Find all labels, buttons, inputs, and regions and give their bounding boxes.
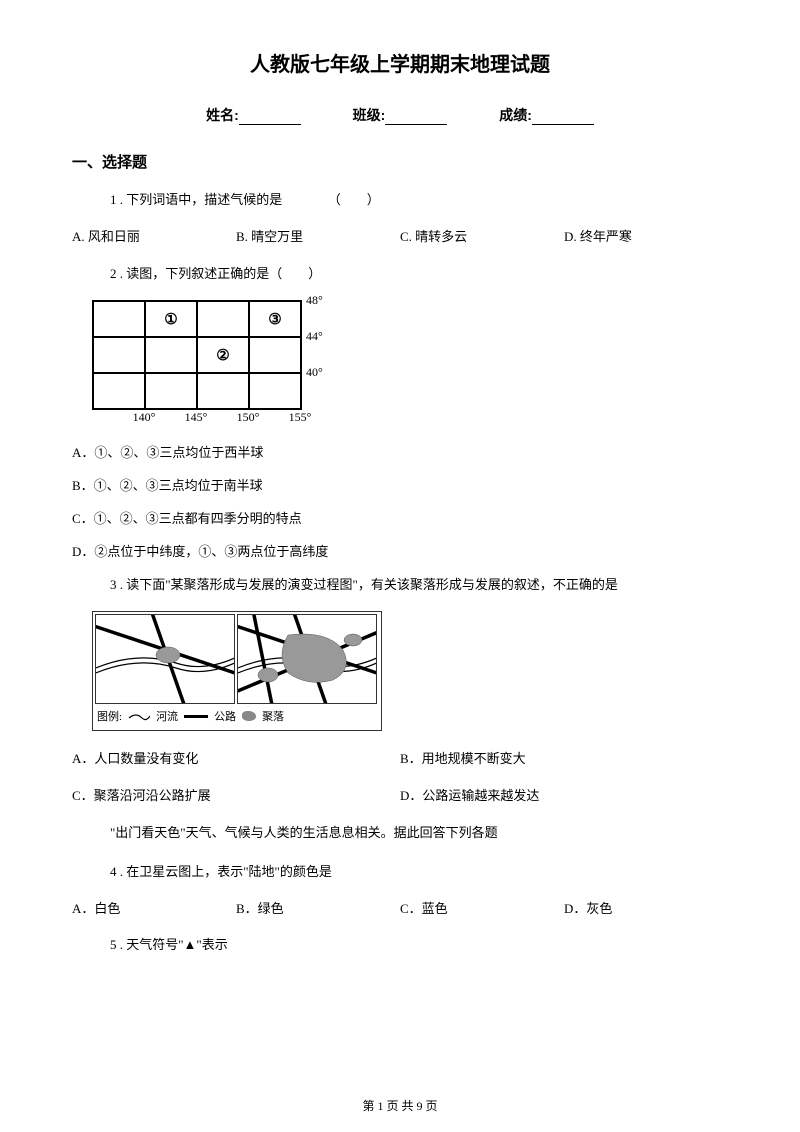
q4-opt-d: D．灰色	[564, 899, 728, 920]
legend-river: 河流	[156, 708, 178, 724]
q2-text: 2 . 读图，下列叙述正确的是（ ）	[72, 264, 728, 285]
q1-opt-c: C. 晴转多云	[400, 227, 564, 248]
name-label: 姓名:	[206, 107, 239, 123]
class-blank[interactable]	[385, 111, 447, 125]
legend-label: 图例:	[97, 708, 122, 724]
q1-options: A. 风和日丽 B. 晴空万里 C. 晴转多云 D. 终年严寒	[72, 227, 728, 248]
q3-opt-c: C．聚落沿河沿公路扩展	[72, 786, 400, 807]
class-label: 班级:	[353, 107, 386, 123]
q3-opt-b: B．用地规模不断变大	[400, 749, 728, 770]
grid-p3: ③	[249, 301, 301, 337]
q1-text: 1 . 下列词语中，描述气候的是 （ ）	[72, 190, 728, 211]
q5-text: 5 . 天气符号"▲"表示	[72, 935, 728, 956]
name-blank[interactable]	[239, 111, 301, 125]
grid-p2: ②	[197, 337, 249, 373]
q2-opt-d: D．②点位于中纬度，①、③两点位于高纬度	[72, 542, 728, 563]
context-text: "出门看天色"天气、气候与人类的生活息息相关。据此回答下列各题	[72, 823, 728, 844]
section-header: 一、选择题	[72, 151, 728, 172]
q4-options: A．白色 B．绿色 C．蓝色 D．灰色	[72, 899, 728, 920]
page-title: 人教版七年级上学期期末地理试题	[72, 48, 728, 77]
legend-settlement: 聚落	[262, 708, 284, 724]
q3-opt-a: A．人口数量没有变化	[72, 749, 400, 770]
score-label: 成绩:	[499, 107, 532, 123]
q4-text: 4 . 在卫星云图上，表示"陆地"的颜色是	[72, 862, 728, 883]
page-footer: 第 1 页 共 9 页	[0, 1097, 800, 1114]
q3-opt-d: D．公路运输越来越发达	[400, 786, 728, 807]
legend: 图例: 河流 公路 聚落	[95, 704, 379, 728]
q4-opt-b: B．绿色	[236, 899, 400, 920]
q2-opt-b: B．①、②、③三点均位于南半球	[72, 476, 728, 497]
q4-opt-c: C．蓝色	[400, 899, 564, 920]
q2-grid-diagram: ①③ ② 48° 44° 40° 140° 145° 150° 155°	[92, 300, 728, 425]
q2-opt-a: A．①、②、③三点均位于西半球	[72, 443, 728, 464]
lat-lon-grid: ① ③ ②	[92, 300, 302, 410]
q2-opt-c: C．①、②、③三点都有四季分明的特点	[72, 509, 728, 530]
panel-2	[237, 614, 377, 704]
lat-labels: 48° 44° 40°	[306, 294, 323, 402]
q1-opt-a: A. 风和日丽	[72, 227, 236, 248]
settlement-icon	[242, 711, 256, 721]
student-info-line: 姓名: 班级: 成绩:	[72, 105, 728, 125]
panel-1	[95, 614, 235, 704]
q3-settlement-diagram: 图例: 河流 公路 聚落	[92, 611, 728, 731]
q3-options-1: A．人口数量没有变化 B．用地规模不断变大	[72, 749, 728, 770]
lon-labels: 140° 145° 150° 155°	[118, 410, 352, 425]
score-blank[interactable]	[532, 111, 594, 125]
q1-opt-d: D. 终年严寒	[564, 227, 728, 248]
legend-road: 公路	[214, 708, 236, 724]
road-icon	[184, 715, 208, 718]
q3-text: 3 . 读下面"某聚落形成与发展的演变过程图"，有关该聚落形成与发展的叙述，不正…	[72, 575, 728, 596]
q4-opt-a: A．白色	[72, 899, 236, 920]
grid-p1: ①	[145, 301, 197, 337]
q1-opt-b: B. 晴空万里	[236, 227, 400, 248]
q3-options-2: C．聚落沿河沿公路扩展 D．公路运输越来越发达	[72, 786, 728, 807]
